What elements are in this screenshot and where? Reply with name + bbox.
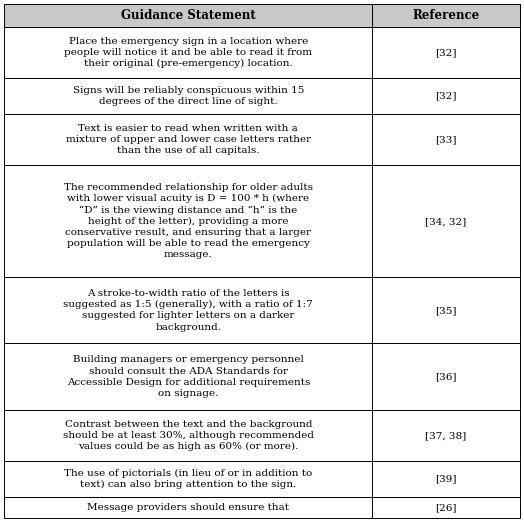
Bar [373, 165, 520, 277]
Bar [373, 410, 520, 461]
Text: Reference: Reference [412, 9, 479, 22]
Bar [373, 497, 520, 518]
Bar [373, 27, 520, 78]
Bar [4, 461, 373, 497]
Bar [4, 277, 373, 343]
Text: The use of pictorials (in lieu of or in addition to
text) can also bring attenti: The use of pictorials (in lieu of or in … [64, 469, 312, 489]
Text: [32]: [32] [435, 48, 457, 57]
Text: Text is easier to read when written with a
mixture of upper and lower case lette: Text is easier to read when written with… [66, 124, 311, 156]
Text: [34, 32]: [34, 32] [425, 217, 467, 226]
Text: [35]: [35] [435, 306, 457, 315]
Text: Building managers or emergency personnel
should consult the ADA Standards for
Ac: Building managers or emergency personnel… [67, 355, 310, 398]
Text: [36]: [36] [435, 372, 457, 381]
Text: Guidance Statement: Guidance Statement [121, 9, 256, 22]
Bar [4, 27, 373, 78]
Bar [373, 277, 520, 343]
Bar [4, 4, 373, 27]
Bar [373, 78, 520, 114]
Text: Place the emergency sign in a location where
people will notice it and be able t: Place the emergency sign in a location w… [64, 37, 312, 68]
Text: [32]: [32] [435, 92, 457, 101]
Text: [37, 38]: [37, 38] [425, 431, 467, 440]
Bar [373, 461, 520, 497]
Text: Contrast between the text and the background
should be at least 30%, although re: Contrast between the text and the backgr… [63, 420, 314, 451]
Bar [4, 497, 373, 518]
Text: Signs will be reliably conspicuous within 15
degrees of the direct line of sight: Signs will be reliably conspicuous withi… [73, 86, 304, 106]
Bar [4, 114, 373, 165]
Bar [4, 410, 373, 461]
Bar [373, 114, 520, 165]
Bar [4, 78, 373, 114]
Bar [373, 4, 520, 27]
Bar [4, 165, 373, 277]
Text: [26]: [26] [435, 503, 457, 512]
Text: A stroke-to-width ratio of the letters is
suggested as 1:5 (generally), with a r: A stroke-to-width ratio of the letters i… [63, 289, 313, 331]
Text: [39]: [39] [435, 474, 457, 483]
Text: Message providers should ensure that: Message providers should ensure that [88, 503, 289, 512]
Text: [33]: [33] [435, 135, 457, 144]
Bar [4, 343, 373, 410]
Bar [373, 343, 520, 410]
Text: The recommended relationship for older adults
with lower visual acuity is D = 10: The recommended relationship for older a… [64, 183, 313, 259]
